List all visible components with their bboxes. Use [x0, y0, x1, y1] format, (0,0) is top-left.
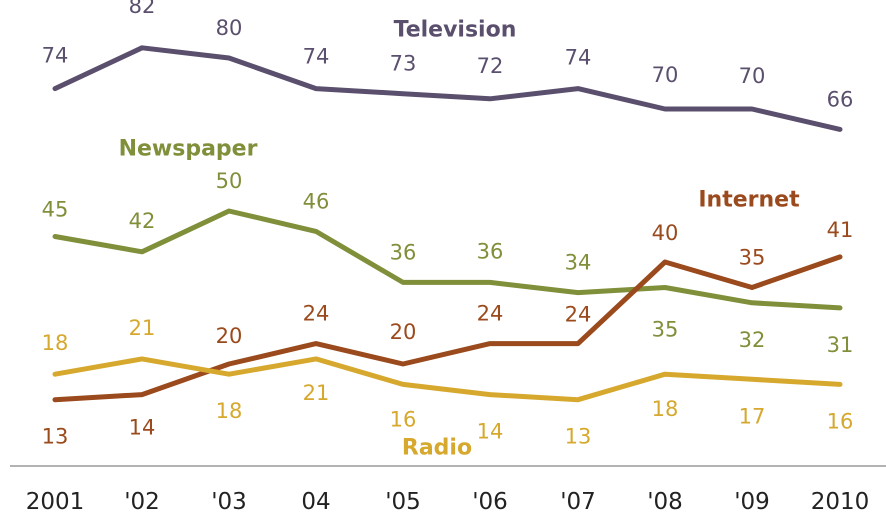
- x-tick-label: '02: [124, 489, 160, 515]
- x-tick-label: 2010: [811, 489, 870, 515]
- newspaper-line: [52, 208, 843, 311]
- television-value-label: 74: [565, 46, 592, 70]
- radio-value-label: 21: [303, 381, 330, 405]
- series-names: Television Newspaper Internet Radio: [119, 18, 801, 461]
- television-value-label: 74: [303, 45, 330, 69]
- x-tick-label: 2001: [26, 489, 85, 515]
- television-value-label: 74: [42, 44, 69, 68]
- internet-value-label: 41: [827, 218, 854, 242]
- x-tick-label: '07: [560, 489, 596, 515]
- newspaper-value-label: 32: [739, 328, 766, 352]
- newspaper-value-label: 35: [652, 318, 679, 342]
- internet-value-label: 40: [652, 221, 679, 245]
- x-tick-label: '08: [647, 489, 683, 515]
- radio-value-label: 18: [652, 397, 679, 421]
- television-value-label: 73: [390, 52, 417, 76]
- internet-value-label: 14: [129, 416, 156, 440]
- newspaper-value-label: 34: [565, 251, 592, 275]
- x-tick-label: '05: [385, 489, 421, 515]
- television-line: [52, 45, 843, 132]
- radio-value-label: 13: [565, 425, 592, 449]
- radio-value-label: 18: [216, 399, 243, 423]
- newspaper-value-label: 36: [477, 239, 504, 263]
- radio-value-label: 16: [827, 409, 854, 433]
- radio-value-label: 21: [129, 316, 156, 340]
- internet-value-label: 35: [739, 246, 766, 270]
- newspaper-value-label: 42: [129, 209, 156, 233]
- television-value-label: 80: [216, 16, 243, 40]
- radio-value-label: 14: [477, 420, 504, 444]
- television-value-label: 82: [129, 0, 156, 18]
- radio-series-name: Radio: [402, 436, 472, 461]
- x-tick-label: 04: [301, 489, 330, 515]
- data-labels: 74 82 80 74 73 72 74 70 70 66 45 42 50 46 36 36 34 35 32 31…: [42, 0, 854, 449]
- radio-line: [52, 356, 843, 403]
- internet-value-label: 13: [42, 425, 69, 449]
- internet-value-label: 20: [216, 324, 243, 348]
- internet-value-label: 24: [303, 302, 330, 326]
- x-tick-labels: 2001 '02 '03 04 '05 '06 '07 '08 '09 2010: [26, 489, 870, 515]
- radio-value-label: 16: [390, 407, 417, 431]
- television-value-label: 66: [827, 87, 854, 111]
- newspaper-value-label: 50: [216, 169, 243, 193]
- x-tick-label: '06: [472, 489, 508, 515]
- newspaper-value-label: 46: [303, 189, 330, 213]
- internet-value-label: 20: [390, 320, 417, 344]
- newspaper-value-label: 45: [42, 198, 69, 222]
- internet-value-label: 24: [565, 303, 592, 327]
- television-series-name: Television: [394, 18, 517, 43]
- x-tick-label: '09: [734, 489, 770, 515]
- internet-line: [52, 254, 843, 403]
- radio-value-label: 17: [739, 404, 766, 428]
- television-value-label: 70: [652, 63, 679, 87]
- internet-value-label: 24: [477, 302, 504, 326]
- television-value-label: 70: [739, 64, 766, 88]
- newspaper-series-name: Newspaper: [119, 137, 258, 162]
- series-lines: [52, 45, 843, 403]
- newspaper-value-label: 36: [390, 240, 417, 264]
- x-tick-label: '03: [211, 489, 247, 515]
- television-value-label: 72: [477, 54, 504, 78]
- newspaper-value-label: 31: [827, 333, 854, 357]
- internet-series-name: Internet: [698, 188, 800, 213]
- radio-value-label: 18: [42, 331, 69, 355]
